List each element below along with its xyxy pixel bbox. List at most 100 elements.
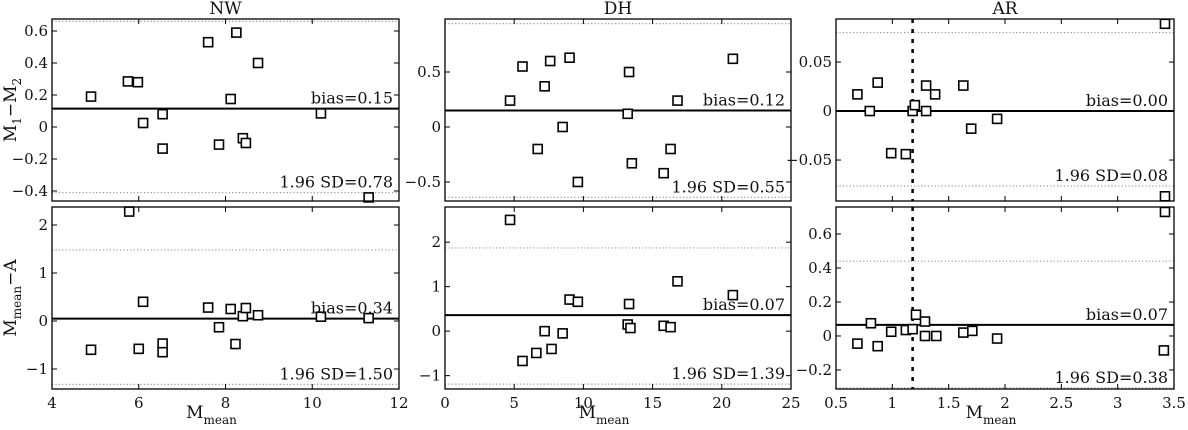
data-point-square (885, 147, 897, 159)
data-point-square (557, 328, 568, 339)
panel-ar-bottom: −0.2 0 0.2 0.4 0.6 0.5 1 1.5 2 2.5 3 3.5 bias=0.07 1.… (796, 206, 1186, 427)
data-point-square (517, 355, 528, 367)
x-tick-label: 2 (1000, 394, 1010, 412)
y-tick-label: 2 (431, 233, 441, 251)
data-point-square (907, 323, 918, 335)
data-point-square (137, 296, 149, 308)
sd-annotation: 1.96 SD=1.39 (671, 364, 785, 383)
sd-annotation: 1.96 SD=1.50 (279, 364, 393, 383)
data-point-square (517, 61, 528, 72)
data-point-square (920, 105, 932, 117)
y-tick-label: 0.6 (808, 225, 832, 243)
data-point-square (157, 338, 168, 349)
x-tick-label: 8 (221, 394, 231, 412)
data-point-square (504, 95, 516, 106)
x-tick-label: 25 (781, 394, 800, 412)
x-tick-label: 2.5 (1049, 394, 1073, 412)
data-point-square (1159, 206, 1171, 218)
x-tick-label: 6 (134, 394, 144, 412)
data-point-square (967, 325, 978, 337)
y-tick-label: −0.2 (796, 361, 832, 379)
data-point-square (557, 121, 568, 133)
data-point-square (572, 296, 584, 308)
data-point-square (252, 309, 264, 321)
x-tick-label: 0 (440, 394, 450, 412)
data-point-square (1159, 190, 1171, 202)
y-tick-label: 0.2 (24, 86, 48, 104)
data-point-square (865, 317, 877, 329)
data-point-square (991, 113, 1003, 125)
y-tick-label: −1 (419, 367, 441, 385)
x-tick-label: 1.5 (937, 394, 961, 412)
data-point-square (213, 321, 225, 333)
data-point-square (544, 55, 556, 67)
data-point-square (122, 76, 134, 87)
y-tick-label: 0 (431, 322, 441, 340)
x-tick-label: 12 (389, 394, 408, 412)
data-point-square (252, 57, 264, 69)
data-point-square (315, 311, 327, 322)
y-tick-label: −0.2 (12, 150, 48, 168)
y-tick-label: 0.4 (808, 259, 832, 277)
data-point-square (910, 309, 922, 321)
bias-annotation: bias=0.07 (703, 295, 785, 314)
x-tick-label: 3.5 (1162, 394, 1186, 412)
data-point-square (240, 137, 252, 149)
data-point-square (157, 143, 168, 154)
y-tick-label: 1 (38, 264, 48, 282)
x-axis-label: Mmean (579, 403, 630, 427)
y-tick-label: 0 (822, 102, 832, 120)
y-tick-label: 1 (431, 278, 441, 296)
data-point-square (504, 214, 516, 226)
data-point-square (202, 36, 214, 48)
y-tick-label: 0.2 (808, 293, 832, 311)
bias-annotation: bias=0.12 (703, 90, 785, 109)
panel-dh-top: −0.5 0 0.5 bias=0.12 1.96 SD=0.55 DH (405, 0, 792, 202)
data-point-square (665, 143, 676, 155)
data-point-square (202, 302, 214, 313)
data-point-square (546, 343, 557, 355)
y-tick-label: −0.4 (12, 182, 48, 200)
data-point-square (930, 330, 942, 342)
data-point-square (909, 99, 921, 111)
data-point-square (225, 303, 237, 315)
data-point-square (1158, 345, 1170, 356)
data-point-square (85, 344, 97, 356)
data-point-square (672, 95, 683, 106)
data-point-square (572, 176, 584, 188)
y-tick-label: 0 (822, 327, 832, 345)
data-point-square (919, 316, 931, 327)
panel-ar-top: −0.05 0 0.05 bias=0.00 1.96 SD=0.08 AR (786, 0, 1175, 202)
data-point-square (623, 66, 635, 78)
y-tick-label: −0.05 (786, 151, 832, 169)
data-point-square (852, 89, 863, 100)
bias-annotation: bias=0.07 (1086, 305, 1168, 324)
data-point-square (539, 81, 550, 92)
x-tick-label: 15 (643, 394, 662, 412)
data-point-square (958, 80, 969, 91)
axes-frame (835, 206, 1175, 390)
x-tick-label: 10 (303, 394, 322, 412)
sd-annotation: 1.96 SD=0.78 (279, 173, 393, 192)
x-tick-label: 20 (712, 394, 731, 412)
y-tick-label: 0 (38, 312, 48, 330)
x-tick-label: 3 (1113, 394, 1123, 412)
sd-annotation: 1.96 SD=0.55 (671, 177, 785, 196)
data-point-square (133, 343, 145, 355)
data-point-square (727, 289, 739, 301)
y-tick-label: −1 (26, 360, 48, 378)
y-tick-label: 0.4 (24, 54, 48, 72)
panel-title: DH (604, 0, 632, 19)
data-point-square (900, 148, 912, 160)
data-point-square (363, 312, 374, 324)
panel-title: AR (991, 0, 1018, 19)
y-axis-label-mmean-minus-a: Mmean−A (1, 259, 24, 337)
data-point-square (991, 333, 1003, 344)
data-point-square (929, 89, 941, 100)
x-tick-label: 5 (509, 394, 519, 412)
data-point-square (157, 108, 168, 120)
data-point-square (137, 117, 149, 129)
data-point-square (920, 80, 932, 91)
